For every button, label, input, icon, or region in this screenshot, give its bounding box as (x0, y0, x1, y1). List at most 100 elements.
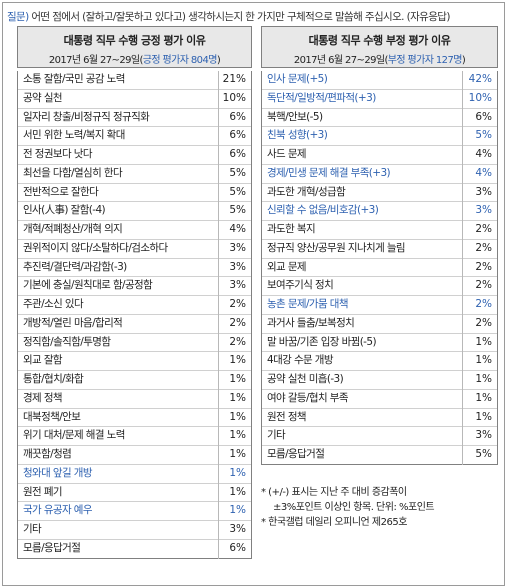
reason-label: 외교 잘함 (23, 354, 63, 367)
column-divider (218, 521, 219, 540)
reason-percent: 4% (475, 166, 492, 179)
table-row: 깨끗함/청렴 1% (18, 446, 251, 465)
negative-title: 대통령 직무 수행 부정 평가 이유 (308, 34, 451, 47)
table-row: 주관/소신 있다 2% (18, 296, 251, 315)
reason-percent: 6% (229, 148, 246, 160)
reason-percent: 1% (229, 466, 246, 479)
reason-percent: 1% (475, 373, 492, 385)
table-row: 최선을 다함/열심히 한다 5% (18, 164, 251, 184)
table-row: 외교 잘함 1% (18, 352, 251, 371)
table-row: 기본에 충실/원칙대로 함/공정함 3% (18, 277, 251, 296)
reason-percent: 1% (475, 354, 492, 367)
column-divider (218, 502, 219, 521)
column-divider (218, 127, 219, 146)
reason-percent: 2% (475, 241, 492, 254)
reason-label: 국가 유공자 예우 (23, 504, 93, 517)
column-divider (218, 314, 219, 334)
table-row: 독단적/일방적/편파적(+3) 10% (262, 89, 497, 109)
table-row: 개방적/열린 마음/합리적 2% (18, 314, 251, 334)
column-divider (462, 89, 463, 109)
reason-label: 여야 갈등/협치 부족 (267, 391, 349, 404)
reason-label: 모름/응답거절 (23, 541, 81, 554)
reason-label: 소통 잘함/국민 공감 노력 (23, 73, 125, 85)
reason-percent: 10% (222, 91, 246, 104)
table-row: 과거사 들춤/보복정치 2% (262, 314, 497, 334)
table-row: 위기 대처/문제 해결 노력 1% (18, 427, 251, 446)
column-divider (462, 71, 463, 90)
reason-label: 보여주기식 정치 (267, 279, 334, 292)
positive-subtitle: 2017년 6월 27~29일(긍정 평가자 804명) (18, 51, 251, 66)
column-divider (462, 389, 463, 409)
table-row: 소통 잘함/국민 공감 노력 21% (18, 71, 251, 90)
column-divider (462, 127, 463, 146)
table-row: 전반적으로 잘한다 5% (18, 183, 251, 203)
table-row: 경제 정책 1% (18, 389, 251, 409)
negative-subtitle-sample: 부정 평가자 127명 (387, 55, 463, 66)
negative-header: 대통령 직무 수행 부정 평가 이유 2017년 6월 27~29일(부정 평가… (261, 26, 498, 68)
column-divider (462, 258, 463, 278)
reason-label: 과도한 복지 (267, 223, 316, 235)
reason-percent: 4% (229, 223, 246, 235)
positive-reasons-panel: 대통령 직무 수행 긍정 평가 이유 2017년 6월 27~29일(긍정 평가… (17, 26, 252, 559)
reason-label: 원전 폐기 (23, 485, 63, 498)
column-divider (218, 239, 219, 259)
reason-percent: 1% (475, 391, 492, 404)
reason-percent: 1% (229, 429, 246, 442)
table-row: 기타 3% (262, 427, 497, 446)
reason-label: 모름/응답거절 (267, 448, 325, 460)
column-divider (218, 164, 219, 184)
reason-percent: 3% (229, 523, 246, 535)
column-divider (462, 221, 463, 240)
column-divider (462, 408, 463, 428)
negative-subtitle-close: ) (461, 55, 466, 66)
reason-percent: 1% (229, 410, 246, 423)
reason-percent: 1% (229, 354, 246, 367)
positive-reasons-list: 소통 잘함/국민 공감 노력 21% 공약 실천 10% 일자리 창출/비정규직 정규직… (17, 71, 252, 559)
negative-reasons-panel: 대통령 직무 수행 부정 평가 이유 2017년 6월 27~29일(부정 평가… (261, 26, 498, 465)
reason-label: 전반적으로 잘한다 (23, 185, 99, 198)
reason-percent: 3% (229, 279, 246, 292)
table-row: 말 바꿈/기존 입장 바뀜(-5) 1% (262, 333, 497, 353)
reason-label: 말 바꿈/기존 입장 바뀜(-5) (267, 335, 377, 348)
table-row: 농촌 문제/가뭄 대책 2% (262, 296, 497, 315)
reason-label: 기타 (267, 429, 286, 442)
reason-percent: 2% (229, 335, 246, 348)
column-divider (462, 239, 463, 259)
table-row: 친북 성향(+3) 5% (262, 127, 497, 146)
column-divider (218, 258, 219, 278)
column-divider (218, 89, 219, 109)
table-row: 인사(人事) 잘함(-4) 5% (18, 202, 251, 221)
column-divider (218, 221, 219, 240)
column-divider (218, 71, 219, 90)
table-row: 경제/민생 문제 해결 부족(+3) 4% (262, 164, 497, 184)
column-divider (462, 277, 463, 296)
positive-subtitle-sample: 긍정 평가자 804명 (142, 55, 218, 66)
column-divider (218, 277, 219, 296)
reason-label: 공약 실천 미흡(-3) (267, 373, 344, 385)
reason-label: 최선을 다함/열심히 한다 (23, 166, 123, 179)
reason-percent: 6% (475, 110, 492, 123)
reason-label: 과거사 들춤/보복정치 (267, 316, 355, 329)
reason-percent: 4% (475, 148, 492, 160)
reason-label: 청와대 앞길 개방 (23, 466, 93, 479)
column-divider (218, 483, 219, 503)
table-row: 정직함/솔직함/투명함 2% (18, 333, 251, 353)
reason-percent: 3% (475, 185, 492, 198)
table-row: 사드 문제 4% (262, 146, 497, 165)
column-divider (218, 371, 219, 390)
column-divider (462, 371, 463, 390)
reason-percent: 3% (229, 241, 246, 254)
reason-label: 일자리 창출/비정규직 정규직화 (23, 110, 150, 123)
reason-percent: 3% (475, 204, 492, 217)
reason-label: 개방적/열린 마음/합리적 (23, 316, 123, 329)
column-divider (218, 333, 219, 353)
table-row: 국가 유공자 예우 1% (18, 502, 251, 521)
reason-label: 기타 (23, 523, 42, 535)
reason-percent: 1% (229, 448, 246, 460)
table-row: 과도한 복지 2% (262, 221, 497, 240)
column-divider (218, 408, 219, 428)
table-row: 모름/응답거절 6% (18, 539, 251, 559)
column-divider (462, 333, 463, 353)
reason-percent: 5% (475, 129, 492, 142)
reason-percent: 1% (229, 373, 246, 385)
